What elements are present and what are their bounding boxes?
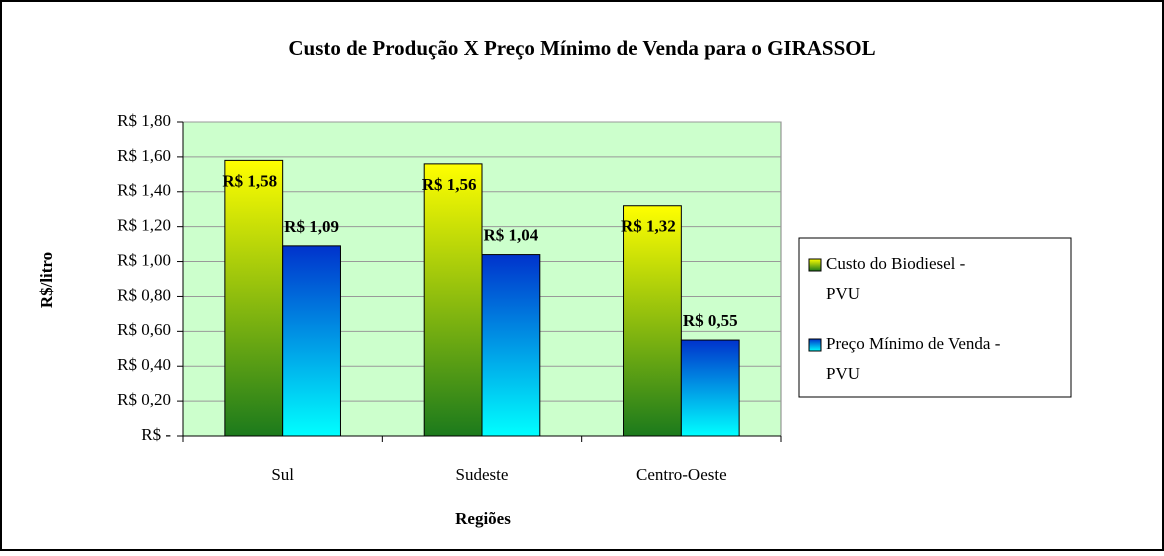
- y-tick-label: R$ 1,00: [117, 250, 171, 269]
- x-axis-title: Regiões: [455, 509, 511, 528]
- bar: [481, 254, 541, 437]
- x-tick-label: Sudeste: [456, 465, 509, 484]
- bar: [423, 163, 483, 437]
- legend-swatch: [808, 258, 822, 272]
- legend-box: [798, 237, 1072, 398]
- y-tick-label: R$ 0,60: [117, 320, 171, 339]
- y-tick-label: R$ 0,80: [117, 285, 171, 304]
- bar: [680, 339, 740, 437]
- y-tick-label: R$ 1,20: [117, 216, 171, 235]
- data-label: R$ 1,04: [484, 225, 539, 244]
- y-tick-label: R$ 0,20: [117, 390, 171, 409]
- data-label: R$ 1,32: [621, 217, 676, 236]
- legend-swatch: [808, 338, 822, 352]
- bar: [282, 245, 341, 437]
- chart-title: Custo de Produção X Preço Mínimo de Vend…: [288, 36, 875, 60]
- x-tick-label: Centro-Oeste: [636, 465, 727, 484]
- bar: [224, 159, 284, 437]
- y-tick-label: R$ -: [141, 425, 171, 444]
- x-tick-label: Sul: [271, 465, 294, 484]
- data-label: R$ 1,56: [422, 175, 477, 194]
- data-label: R$ 0,55: [683, 311, 738, 330]
- legend-label: Preço Mínimo de Venda -PVU: [826, 334, 1001, 383]
- legend-label: Custo do Biodiesel -PVU: [826, 254, 966, 303]
- y-tick-label: R$ 1,40: [117, 181, 171, 200]
- data-label: R$ 1,58: [222, 171, 277, 190]
- bar: [623, 205, 682, 437]
- data-label: R$ 1,09: [284, 217, 339, 236]
- y-tick-label: R$ 1,80: [117, 111, 171, 130]
- y-tick-label: R$ 0,40: [117, 355, 171, 374]
- y-axis-title: R$/litro: [37, 252, 56, 308]
- y-tick-label: R$ 1,60: [117, 146, 171, 165]
